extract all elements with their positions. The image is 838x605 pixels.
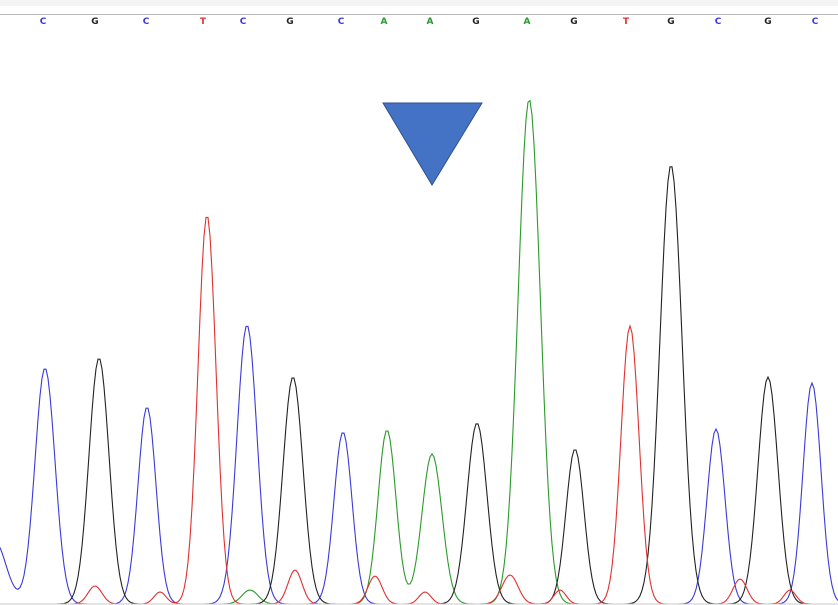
base-call-1[interactable]: C — [39, 17, 47, 27]
trace-t — [0, 216, 838, 605]
base-call-10[interactable]: G — [472, 17, 480, 27]
position-ruler — [0, 0, 838, 15]
trace-c — [0, 325, 838, 605]
base-call-9[interactable]: A — [426, 17, 434, 27]
base-call-11[interactable]: A — [523, 17, 531, 27]
base-call-6[interactable]: G — [286, 17, 294, 27]
base-call-7[interactable]: C — [337, 17, 345, 27]
base-call-13[interactable]: T — [622, 17, 630, 27]
base-call-15[interactable]: C — [714, 17, 722, 27]
variant-marker-triangle[interactable] — [382, 102, 483, 186]
trace-layer — [0, 99, 838, 605]
base-call-17[interactable]: C — [811, 17, 819, 27]
base-call-14[interactable]: G — [667, 17, 675, 27]
ruler-band — [0, 0, 838, 6]
base-call-5[interactable]: C — [239, 17, 247, 27]
trace-a — [0, 99, 838, 605]
base-call-8[interactable]: A — [380, 17, 388, 27]
base-call-2[interactable]: G — [91, 17, 99, 27]
base-call-12[interactable]: G — [570, 17, 578, 27]
base-call-16[interactable]: G — [764, 17, 772, 27]
base-call-3[interactable]: C — [142, 17, 150, 27]
base-call-4[interactable]: T — [199, 17, 207, 27]
